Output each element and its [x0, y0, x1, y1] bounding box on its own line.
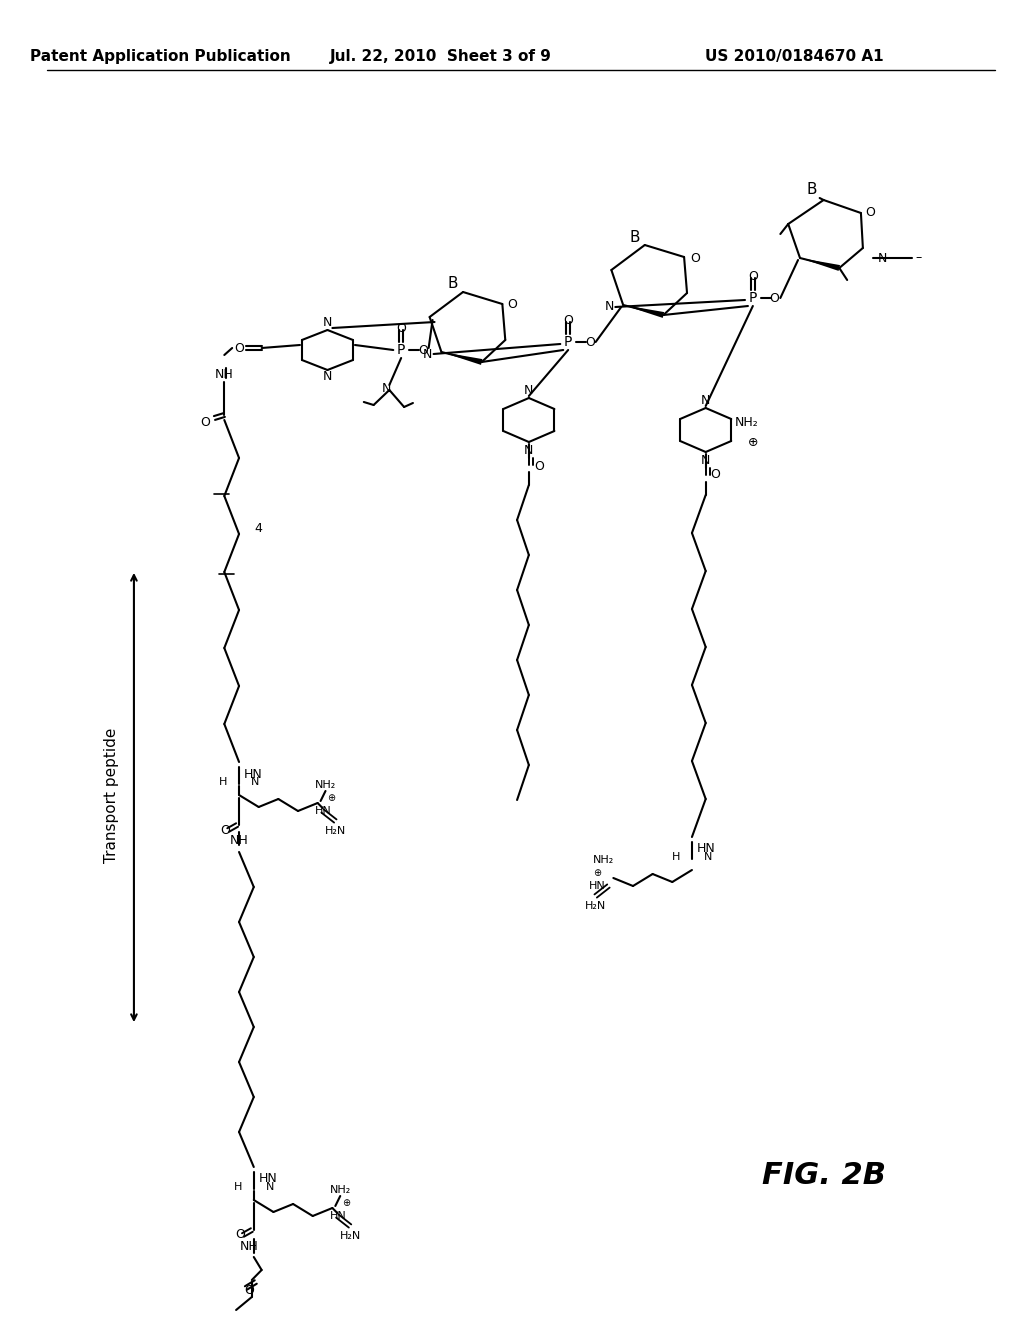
Text: O: O [418, 343, 428, 356]
Text: H₂N: H₂N [585, 902, 606, 911]
Text: –: – [915, 252, 922, 264]
Text: H: H [233, 1181, 242, 1192]
Text: US 2010/0184670 A1: US 2010/0184670 A1 [705, 49, 884, 65]
Text: HN: HN [244, 767, 263, 780]
Text: HN: HN [259, 1172, 278, 1185]
Text: HN: HN [330, 1210, 347, 1221]
Text: N: N [605, 301, 614, 314]
Text: N: N [701, 393, 711, 407]
Text: O: O [507, 298, 517, 312]
Text: Jul. 22, 2010  Sheet 3 of 9: Jul. 22, 2010 Sheet 3 of 9 [330, 49, 551, 65]
Text: HN: HN [697, 842, 716, 855]
Text: HN: HN [315, 807, 332, 816]
Text: Transport peptide: Transport peptide [103, 727, 119, 863]
Text: B: B [630, 230, 640, 244]
Text: O: O [244, 1283, 254, 1296]
Text: NH₂: NH₂ [314, 780, 336, 789]
Text: O: O [234, 342, 244, 355]
Text: O: O [220, 824, 230, 837]
Text: FIG. 2B: FIG. 2B [762, 1160, 886, 1189]
Text: N: N [878, 252, 887, 264]
Text: O: O [769, 292, 779, 305]
Text: O: O [201, 416, 211, 429]
Text: N: N [703, 851, 712, 862]
Text: NH: NH [240, 1241, 258, 1254]
Text: B: B [807, 182, 817, 198]
Text: P: P [564, 335, 572, 348]
Text: H: H [672, 851, 680, 862]
Text: N: N [323, 371, 332, 384]
Text: B: B [447, 276, 459, 292]
Text: O: O [563, 314, 573, 326]
Text: ⊕: ⊕ [594, 869, 602, 878]
Text: H: H [219, 777, 227, 787]
Text: O: O [534, 459, 544, 473]
Text: O: O [865, 206, 874, 219]
Polygon shape [800, 257, 840, 271]
Polygon shape [624, 305, 665, 318]
Text: P: P [749, 290, 757, 305]
Text: NH: NH [215, 368, 233, 381]
Text: Patent Application Publication: Patent Application Publication [30, 49, 291, 65]
Text: O: O [690, 252, 699, 264]
Text: N: N [382, 381, 391, 395]
Polygon shape [441, 352, 482, 364]
Text: NH₂: NH₂ [593, 855, 614, 865]
Text: N: N [524, 444, 534, 457]
Text: ⊕: ⊕ [342, 1199, 350, 1208]
Text: N: N [524, 384, 534, 396]
Text: N: N [701, 454, 711, 466]
Text: O: O [236, 1229, 245, 1242]
Text: H₂N: H₂N [325, 826, 346, 836]
Text: O: O [748, 269, 758, 282]
Text: N: N [323, 317, 332, 330]
Text: N: N [423, 347, 432, 360]
Text: N: N [251, 777, 259, 787]
Text: ⊕: ⊕ [328, 793, 336, 803]
Text: NH₂: NH₂ [330, 1185, 351, 1195]
Text: O: O [711, 469, 721, 482]
Text: ⊕: ⊕ [748, 436, 758, 449]
Text: N: N [265, 1181, 274, 1192]
Text: P: P [397, 343, 406, 356]
Text: NH₂: NH₂ [735, 416, 759, 429]
Text: O: O [585, 335, 595, 348]
Text: O: O [396, 322, 407, 334]
Text: HN: HN [589, 880, 605, 891]
Text: H₂N: H₂N [339, 1232, 360, 1241]
Text: NH: NH [229, 833, 249, 846]
Text: 4: 4 [255, 523, 262, 536]
